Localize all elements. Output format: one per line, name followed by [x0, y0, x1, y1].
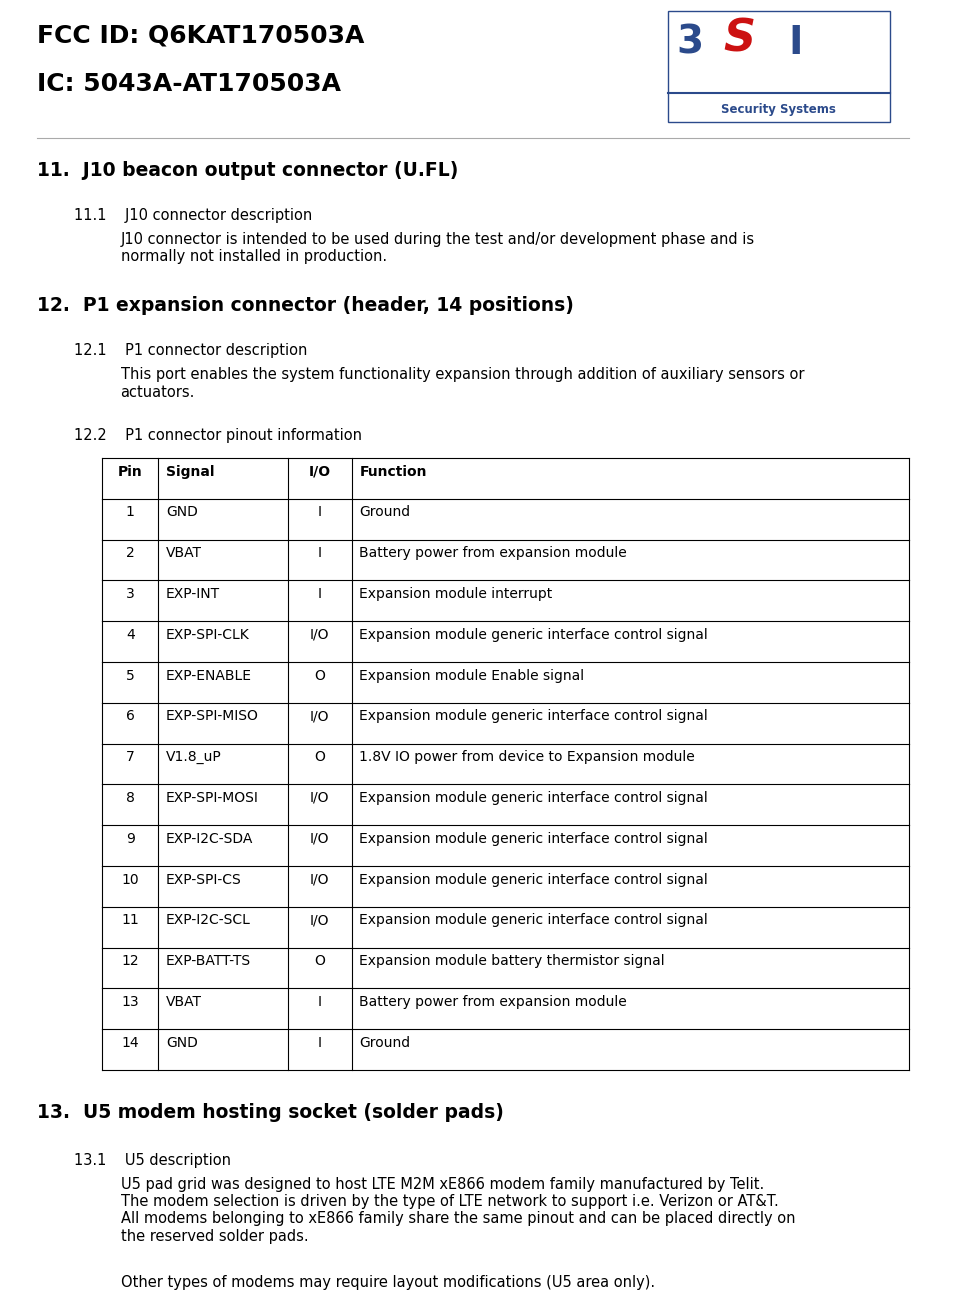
Text: This port enables the system functionality expansion through addition of auxilia: This port enables the system functionali…	[120, 367, 803, 400]
Text: EXP-I2C-SDA: EXP-I2C-SDA	[165, 832, 253, 846]
Text: Signal: Signal	[165, 465, 214, 479]
Text: 13.  U5 modem hosting socket (solder pads): 13. U5 modem hosting socket (solder pads…	[37, 1103, 504, 1121]
Text: EXP-SPI-CLK: EXP-SPI-CLK	[165, 628, 249, 642]
Text: 2: 2	[126, 546, 135, 561]
Bar	[102, 948, 907, 988]
Text: 3: 3	[126, 587, 135, 601]
Text: I/O: I/O	[309, 628, 330, 642]
Text: U5 pad grid was designed to host LTE M2M xE866 modem family manufactured by Teli: U5 pad grid was designed to host LTE M2M…	[120, 1177, 794, 1244]
Text: Battery power from expansion module: Battery power from expansion module	[359, 546, 627, 561]
Text: I/O: I/O	[308, 465, 331, 479]
Text: VBAT: VBAT	[165, 546, 202, 561]
Text: 6: 6	[126, 709, 135, 724]
Text: I: I	[317, 1036, 321, 1050]
Text: Pin: Pin	[117, 465, 142, 479]
Text: V1.8_uP: V1.8_uP	[165, 750, 221, 765]
Text: I/O: I/O	[309, 832, 330, 846]
Text: EXP-SPI-CS: EXP-SPI-CS	[165, 873, 241, 887]
Text: EXP-INT: EXP-INT	[165, 587, 220, 601]
Text: I: I	[787, 24, 801, 62]
Text: IC: 5043A-AT170503A: IC: 5043A-AT170503A	[37, 72, 341, 96]
Text: Security Systems: Security Systems	[721, 103, 835, 116]
Text: 9: 9	[126, 832, 135, 846]
Text: EXP-SPI-MOSI: EXP-SPI-MOSI	[165, 791, 259, 805]
Text: I/O: I/O	[309, 791, 330, 805]
Text: S: S	[723, 17, 754, 61]
Text: I: I	[317, 587, 321, 601]
Text: 1.8V IO power from device to Expansion module: 1.8V IO power from device to Expansion m…	[359, 750, 695, 765]
Text: 11: 11	[121, 913, 139, 928]
Bar	[102, 662, 907, 703]
Text: 11.1    J10 connector description: 11.1 J10 connector description	[74, 208, 312, 222]
Bar	[102, 784, 907, 825]
Text: 11.  J10 beacon output connector (U.FL): 11. J10 beacon output connector (U.FL)	[37, 161, 458, 179]
Text: 7: 7	[126, 750, 135, 765]
Text: Expansion module battery thermistor signal: Expansion module battery thermistor sign…	[359, 954, 664, 969]
Text: Expansion module generic interface control signal: Expansion module generic interface contr…	[359, 873, 707, 887]
Text: Battery power from expansion module: Battery power from expansion module	[359, 995, 627, 1009]
Bar	[102, 866, 907, 907]
Text: Expansion module generic interface control signal: Expansion module generic interface contr…	[359, 709, 707, 724]
Text: 12.2    P1 connector pinout information: 12.2 P1 connector pinout information	[74, 428, 361, 442]
Text: I: I	[317, 995, 321, 1009]
Bar	[102, 1029, 907, 1070]
Text: Expansion module generic interface control signal: Expansion module generic interface contr…	[359, 832, 707, 846]
Text: J10 connector is intended to be used during the test and/or development phase an: J10 connector is intended to be used dur…	[120, 232, 753, 265]
Text: EXP-SPI-MISO: EXP-SPI-MISO	[165, 709, 259, 724]
Text: Ground: Ground	[359, 505, 410, 520]
Text: Other types of modems may require layout modifications (U5 area only).: Other types of modems may require layout…	[120, 1275, 654, 1290]
Text: 12.  P1 expansion connector (header, 14 positions): 12. P1 expansion connector (header, 14 p…	[37, 296, 574, 315]
Text: Expansion module generic interface control signal: Expansion module generic interface contr…	[359, 913, 707, 928]
Bar	[102, 907, 907, 948]
Text: 4: 4	[126, 628, 135, 642]
Text: GND: GND	[165, 505, 198, 520]
Text: 13.1    U5 description: 13.1 U5 description	[74, 1153, 231, 1167]
Bar	[102, 825, 907, 866]
Bar	[102, 540, 907, 580]
Text: 13: 13	[121, 995, 139, 1009]
Text: EXP-ENABLE: EXP-ENABLE	[165, 669, 252, 683]
FancyBboxPatch shape	[667, 11, 889, 122]
Bar	[102, 621, 907, 662]
Bar	[102, 580, 907, 621]
Text: EXP-BATT-TS: EXP-BATT-TS	[165, 954, 251, 969]
Text: 10: 10	[121, 873, 139, 887]
Text: I/O: I/O	[309, 709, 330, 724]
Text: FCC ID: Q6KAT170503A: FCC ID: Q6KAT170503A	[37, 24, 364, 47]
Text: VBAT: VBAT	[165, 995, 202, 1009]
Text: Function: Function	[359, 465, 427, 479]
Text: GND: GND	[165, 1036, 198, 1050]
Text: Expansion module Enable signal: Expansion module Enable signal	[359, 669, 584, 683]
Bar	[102, 744, 907, 784]
Bar	[102, 458, 907, 499]
Text: 12.1    P1 connector description: 12.1 P1 connector description	[74, 343, 308, 358]
Text: 12: 12	[121, 954, 139, 969]
Text: O: O	[314, 954, 325, 969]
Text: 8: 8	[126, 791, 135, 805]
Text: Ground: Ground	[359, 1036, 410, 1050]
Text: I/O: I/O	[309, 913, 330, 928]
Text: Expansion module generic interface control signal: Expansion module generic interface contr…	[359, 791, 707, 805]
Text: EXP-I2C-SCL: EXP-I2C-SCL	[165, 913, 251, 928]
Text: 3: 3	[677, 24, 703, 62]
Text: I/O: I/O	[309, 873, 330, 887]
Text: I: I	[317, 546, 321, 561]
Text: O: O	[314, 669, 325, 683]
Text: 14: 14	[121, 1036, 139, 1050]
Text: O: O	[314, 750, 325, 765]
Text: Expansion module generic interface control signal: Expansion module generic interface contr…	[359, 628, 707, 642]
Bar	[102, 988, 907, 1029]
Text: Expansion module interrupt: Expansion module interrupt	[359, 587, 553, 601]
Bar	[102, 703, 907, 744]
Text: I: I	[317, 505, 321, 520]
Text: 5: 5	[126, 669, 135, 683]
Text: 1: 1	[126, 505, 135, 520]
Bar	[102, 499, 907, 540]
